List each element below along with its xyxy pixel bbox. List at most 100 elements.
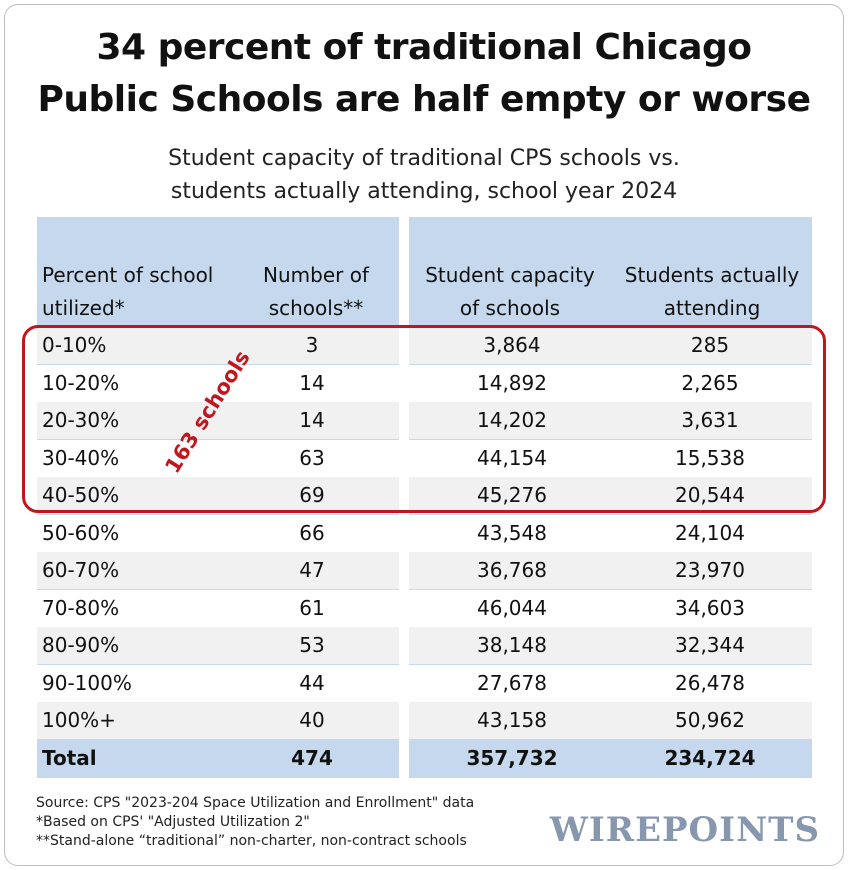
title-line-1: 34 percent of traditional Chicago: [96, 27, 752, 68]
header-percent-line-2: utilized*: [42, 296, 125, 320]
attending-cell: 3,631: [681, 408, 739, 432]
footnote-source: Source: CPS "2023-204 Space Utilization …: [36, 795, 475, 811]
percent-cell: 60-70%: [42, 558, 120, 582]
table-row: 70-80% 61 46,044 34,603: [0, 589, 848, 627]
capacity-cell: 14,202: [477, 408, 547, 432]
header-number-line-2: schools**: [268, 296, 364, 320]
row-right-background: [409, 477, 812, 514]
capacity-cell: 3,864: [483, 333, 541, 357]
capacity-cell: 36,768: [477, 558, 547, 582]
chart-subtitle: Student capacity of traditional CPS scho…: [0, 142, 848, 208]
table-row: 80-90% 53 38,148 32,344: [0, 627, 848, 664]
attending-cell: 15,538: [675, 445, 745, 470]
table-row: 20-30% 14 14,202 3,631: [0, 402, 848, 439]
row-right-background: [409, 664, 812, 702]
table-row: 90-100% 44 27,678 26,478: [0, 664, 848, 702]
row-left-background: [37, 439, 399, 477]
wirepoints-logo: WIREPOINTS: [549, 810, 820, 850]
row-left-background: [37, 627, 399, 664]
row-left-background: [37, 402, 399, 439]
percent-cell: 30-40%: [42, 445, 120, 470]
schools-cell: 44: [299, 670, 325, 695]
attending-cell: 20,544: [675, 483, 745, 507]
percent-cell: Total: [42, 745, 97, 770]
table-total-row: Total 474 357,732 234,724: [0, 740, 848, 777]
attending-cell: 32,344: [675, 633, 745, 657]
footnotes: Source: CPS "2023-204 Space Utilization …: [36, 794, 474, 851]
attending-cell: 285: [690, 333, 730, 357]
row-right-background: [409, 589, 812, 627]
capacity-cell: 44,154: [477, 445, 547, 470]
header-attending-line-2: attending: [663, 296, 761, 320]
percent-cell: 80-90%: [42, 633, 120, 657]
row-right-background: [409, 364, 812, 402]
row-right-background: [409, 439, 812, 477]
attending-cell: 2,265: [681, 370, 739, 395]
capacity-cell: 45,276: [477, 483, 547, 507]
title-line-2: Public Schools are half empty or worse: [37, 79, 811, 120]
percent-cell: 90-100%: [42, 670, 132, 695]
percent-cell: 70-80%: [42, 595, 120, 620]
footnote-utilization: *Based on CPS' "Adjusted Utilization 2": [36, 814, 310, 830]
capacity-cell: 38,148: [477, 633, 547, 657]
row-left-background: [37, 702, 399, 739]
header-capacity-line-2: of schools: [459, 296, 561, 320]
attending-cell: 50,962: [675, 708, 745, 732]
row-left-background: [37, 589, 399, 627]
row-left-background: [37, 664, 399, 702]
header-students-attending: Students actually attending: [612, 259, 812, 325]
row-left-background: [37, 477, 399, 514]
table-row: 40-50% 69 45,276 20,544: [0, 477, 848, 514]
header-capacity-line-1: Student capacity: [425, 263, 595, 287]
capacity-cell: 357,732: [466, 745, 558, 770]
schools-cell: 3: [305, 333, 319, 357]
percent-cell: 0-10%: [42, 333, 107, 357]
percent-cell: 20-30%: [42, 408, 120, 432]
footnote-standalone: **Stand-alone “traditional” non-charter,…: [36, 833, 467, 849]
capacity-cell: 43,548: [477, 520, 547, 545]
row-right-background: [409, 702, 812, 739]
chart-title: 34 percent of traditional Chicago Public…: [0, 22, 848, 126]
row-left-background: [37, 514, 399, 552]
header-number-of-schools: Number of schools**: [252, 259, 380, 325]
table-row: 30-40% 63 44,154 15,538: [0, 439, 848, 477]
row-right-background: [409, 514, 812, 552]
header-student-capacity: Student capacity of schools: [412, 259, 608, 325]
capacity-cell: 43,158: [477, 708, 547, 732]
attending-cell: 23,970: [675, 558, 745, 582]
table-row: 60-70% 47 36,768 23,970: [0, 552, 848, 589]
schools-cell: 40: [299, 708, 325, 732]
attending-cell: 34,603: [675, 595, 745, 620]
attending-cell: 234,724: [664, 745, 756, 770]
header-attending-line-1: Students actually: [624, 263, 800, 287]
percent-cell: 50-60%: [42, 520, 120, 545]
table-row: 50-60% 66 43,548 24,104: [0, 514, 848, 552]
row-right-background: [409, 402, 812, 439]
header-percent-line-1: Percent of school: [42, 263, 214, 287]
capacity-cell: 46,044: [477, 595, 547, 620]
percent-cell: 100%+: [42, 708, 116, 732]
table-row: 100%+ 40 43,158 50,962: [0, 702, 848, 739]
header-percent-utilized: Percent of school utilized*: [42, 259, 213, 325]
percent-cell: 40-50%: [42, 483, 120, 507]
schools-cell: 474: [291, 745, 333, 770]
row-left-background: [37, 327, 399, 364]
schools-cell: 69: [299, 483, 325, 507]
schools-cell: 66: [299, 520, 325, 545]
capacity-cell: 14,892: [477, 370, 547, 395]
schools-cell: 63: [299, 445, 325, 470]
schools-cell: 47: [299, 558, 325, 582]
row-right-background: [409, 627, 812, 664]
table-row: 10-20% 14 14,892 2,265: [0, 364, 848, 402]
row-right-background: [409, 552, 812, 589]
subtitle-line-2: students actually attending, school year…: [170, 179, 678, 204]
highlight-box: [22, 325, 826, 513]
attending-cell: 24,104: [675, 520, 745, 545]
attending-cell: 26,478: [675, 670, 745, 695]
percent-cell: 10-20%: [42, 370, 120, 395]
row-left-background: [37, 364, 399, 402]
header-number-line-1: Number of: [263, 263, 369, 287]
subtitle-line-1: Student capacity of traditional CPS scho…: [168, 146, 680, 171]
schools-cell: 53: [299, 633, 325, 657]
row-right-background: [409, 327, 812, 364]
